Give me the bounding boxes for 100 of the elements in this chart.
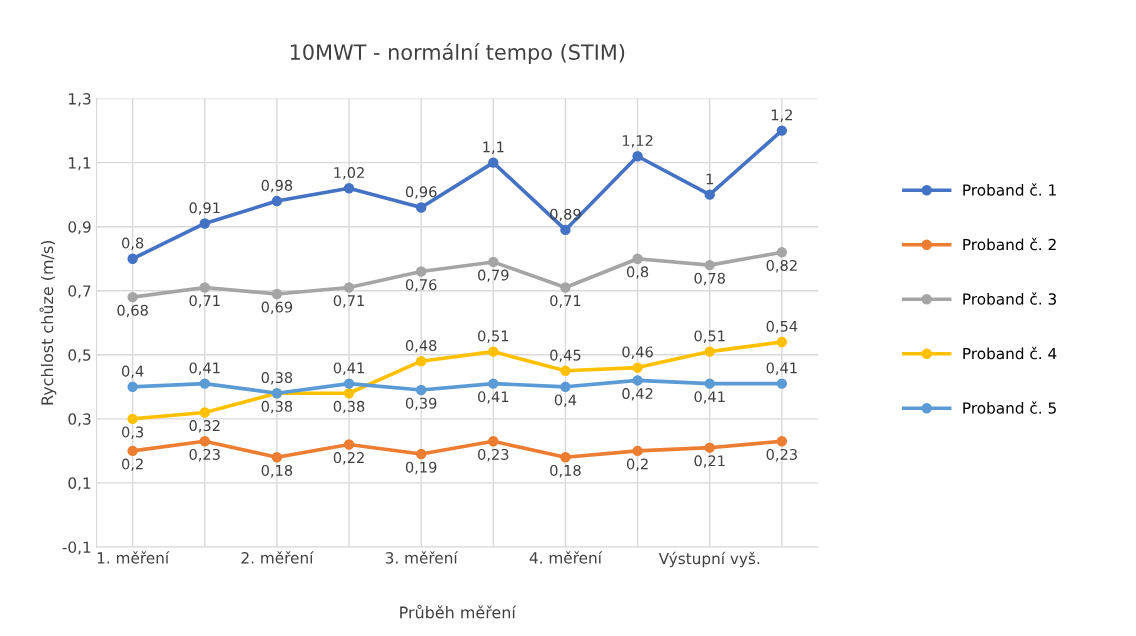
data-label: 0,38: [261, 372, 293, 385]
data-label: 0,71: [189, 295, 220, 308]
point: [271, 452, 283, 463]
data-label: 0,2: [626, 458, 648, 472]
data-label: 0,22: [333, 452, 364, 465]
legend-label: Proband č. 1: [963, 183, 1056, 196]
point: [127, 291, 138, 303]
x-tick-label: 1. měření: [97, 551, 170, 564]
point: [343, 282, 355, 293]
point: [704, 189, 715, 200]
point: [199, 436, 210, 447]
point: [560, 365, 571, 377]
point: [488, 436, 499, 447]
data-label: 0,98: [261, 179, 293, 193]
legend-label: Proband č. 2: [963, 237, 1056, 251]
data-label: 1,12: [622, 135, 653, 148]
x-axis-title: Průběh měření: [400, 604, 517, 619]
data-label: 0,48: [405, 339, 437, 353]
data-label: 0,82: [766, 259, 797, 273]
y-tick-label: 0,9: [68, 221, 91, 235]
point: [632, 253, 643, 264]
data-label: 1,02: [334, 167, 364, 180]
data-label: 0,91: [189, 202, 220, 215]
point: [415, 355, 427, 367]
data-label: 0,41: [333, 362, 364, 375]
y-tick-label: -0,1: [62, 541, 91, 555]
data-label: 0,23: [478, 448, 509, 462]
data-label: 0,23: [766, 448, 797, 462]
point: [776, 336, 788, 348]
data-label: 0,46: [622, 346, 653, 359]
x-tick-label: Výstupní vyš.: [658, 551, 760, 568]
data-label: 0,4: [554, 394, 577, 407]
data-label: 0,68: [117, 304, 148, 318]
point: [271, 288, 283, 300]
point: [415, 384, 427, 396]
point: [271, 195, 283, 207]
point: [560, 381, 571, 393]
y-tick-label: 1,3: [69, 93, 91, 107]
data-label: 0,41: [189, 362, 220, 375]
data-label: 0,2: [121, 458, 143, 472]
legend-label: Proband č. 4: [963, 346, 1057, 360]
point: [343, 183, 355, 194]
data-label: 0,51: [694, 330, 725, 343]
data-label: 0,18: [550, 464, 581, 478]
data-label: 0,38: [333, 400, 365, 414]
data-label: 0,79: [478, 269, 509, 283]
data-label: 0,23: [189, 448, 220, 462]
data-label: 0,32: [189, 420, 220, 433]
x-tick-label: 4. měření: [529, 551, 603, 564]
data-label: 0,3: [121, 426, 144, 439]
point: [632, 362, 643, 373]
data-label: 0,71: [550, 295, 581, 308]
point: [343, 388, 355, 399]
point: [127, 253, 138, 264]
point: [632, 151, 643, 162]
data-label: 0,18: [261, 464, 293, 478]
point: [199, 282, 210, 293]
y-tick-label: 0,5: [68, 349, 91, 363]
data-label: 0,54: [766, 320, 798, 334]
y-tick-label: 0,3: [68, 413, 91, 427]
data-label: 0,41: [766, 362, 797, 375]
point: [415, 266, 427, 277]
data-label: 0,41: [694, 391, 725, 404]
y-tick-label: 1,1: [69, 157, 91, 171]
data-label: 1,1: [483, 141, 504, 154]
legend-label: Proband č. 5: [963, 401, 1056, 414]
point: [776, 378, 788, 389]
point: [776, 125, 788, 136]
data-label: 1,2: [771, 109, 792, 122]
y-tick-label: 0,1: [68, 477, 91, 491]
point: [776, 436, 788, 447]
data-label: 0,38: [261, 400, 293, 414]
data-label: 0,45: [550, 349, 581, 363]
legend-label: Proband č. 3: [963, 292, 1056, 305]
point: [415, 202, 427, 213]
point: [560, 282, 571, 293]
point: [199, 218, 210, 229]
x-tick-label: 3. měření: [385, 551, 459, 564]
data-label: 0,4: [121, 365, 144, 379]
point: [560, 452, 571, 463]
point: [488, 378, 499, 389]
data-label: 0,76: [405, 279, 437, 292]
point: [127, 381, 138, 393]
point: [343, 378, 355, 389]
data-label: 0,8: [121, 237, 144, 251]
point: [776, 247, 788, 258]
data-label: 0,51: [478, 330, 509, 343]
point: [704, 442, 715, 453]
data-label: 0,71: [333, 295, 364, 308]
data-label: 0,42: [622, 388, 653, 401]
point: [199, 378, 210, 389]
data-label: 0,96: [405, 186, 437, 199]
chart-title: 10MWT - normální tempo (STIM): [290, 43, 625, 65]
point: [415, 448, 427, 460]
data-label: 0,69: [261, 301, 293, 315]
point: [127, 445, 138, 457]
point: [488, 346, 499, 357]
point: [704, 259, 715, 271]
point: [632, 445, 643, 457]
point: [127, 413, 138, 425]
